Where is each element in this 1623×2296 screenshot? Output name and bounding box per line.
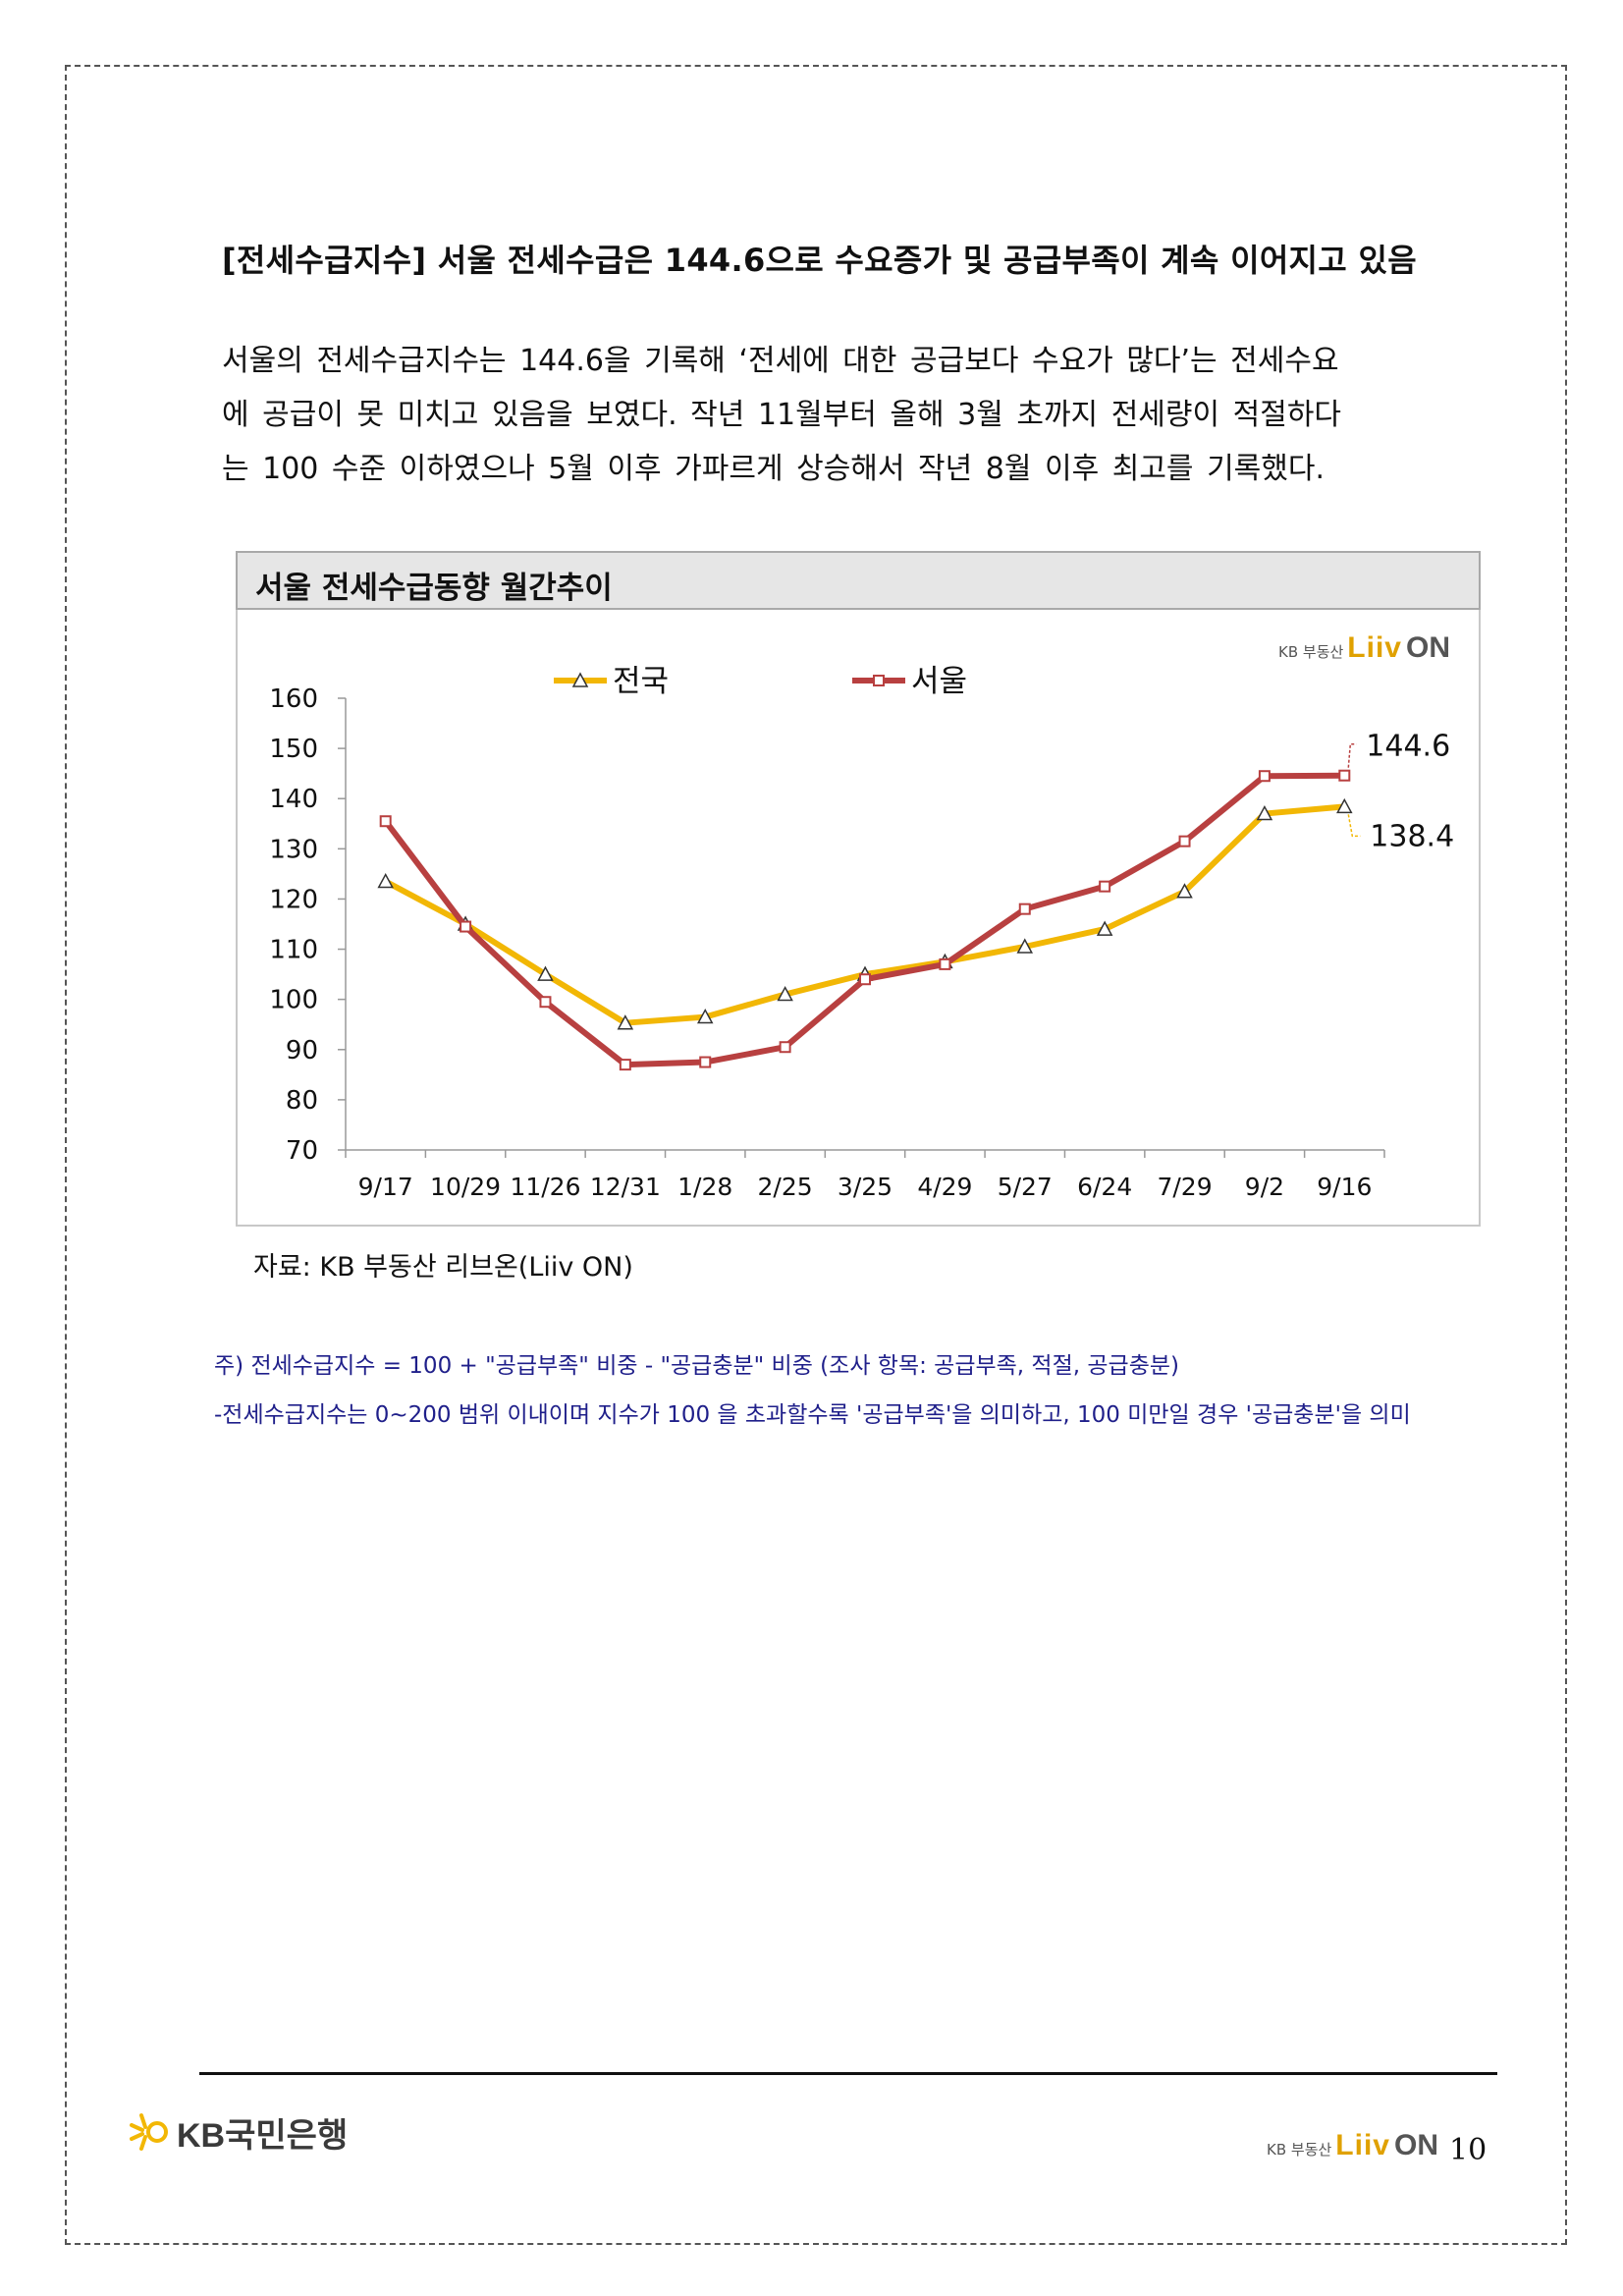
data-point-national — [1016, 938, 1034, 954]
chart-title: 서울 전세수급동향 월간추이 — [255, 571, 613, 606]
data-point-national — [1096, 920, 1113, 936]
y-tick-label: 70 — [286, 1136, 318, 1166]
headline: [전세수급지수] 서울 전세수급은 144.6으로 수요증가 및 공급부족이 계… — [222, 242, 1417, 279]
paragraph-line-1: 서울의 전세수급지수는 144.6을 기록해 ‘전세에 대한 공급보다 수요가 … — [222, 344, 1339, 378]
x-tick-label: 9/2 — [1245, 1173, 1284, 1201]
end-label-leader-seoul — [1347, 742, 1357, 768]
data-point-national — [1336, 797, 1353, 814]
chart-titlebar: 서울 전세수급동향 월간추이 — [236, 551, 1481, 610]
source-caption: 자료: KB 부동산 리브온(Liiv ON) — [253, 1252, 633, 1283]
x-tick-label: 4/29 — [917, 1173, 972, 1201]
data-point-seoul — [939, 957, 951, 970]
kb-star-icon — [130, 2113, 168, 2151]
data-point-national — [1256, 804, 1273, 821]
x-tick-label: 5/27 — [998, 1173, 1053, 1201]
x-tick-label: 9/16 — [1317, 1173, 1372, 1201]
footer-logo-word: Liiv — [1335, 2129, 1390, 2161]
x-tick-label: 7/29 — [1157, 1173, 1212, 1201]
chart-logo-word: Liiv — [1347, 631, 1402, 664]
chart-logo-small: KB 부동산 — [1278, 643, 1344, 661]
series-line-seoul — [383, 772, 1345, 1068]
legend-label: 전국 — [613, 664, 669, 699]
x-tick-label: 6/24 — [1077, 1173, 1132, 1201]
y-tick-label: 100 — [269, 986, 318, 1015]
y-tick-label: 130 — [269, 835, 318, 864]
data-point-national — [617, 1014, 634, 1030]
paragraph-line-3: 는 100 수준 이하였으나 5월 이후 가파르게 상승해서 작년 8월 이후 … — [222, 452, 1325, 486]
data-point-national — [377, 872, 394, 889]
y-tick-label: 150 — [269, 735, 318, 764]
footer-liiv-logo: KB 부동산 Liiv ON — [1267, 2129, 1438, 2162]
x-tick-label: 9/17 — [358, 1173, 413, 1201]
kb-bank-logo: KB국민은행 — [128, 2109, 348, 2155]
x-tick-label: 12/31 — [590, 1173, 661, 1201]
data-point-seoul — [619, 1059, 631, 1071]
bank-name: KB국민은행 — [177, 2116, 349, 2155]
data-point-seoul — [779, 1041, 791, 1054]
x-tick-label: 10/29 — [430, 1173, 501, 1201]
x-tick-label: 3/25 — [838, 1173, 893, 1201]
end-label-seoul: 144.6 — [1366, 730, 1450, 764]
legend-marker — [571, 672, 589, 687]
chart-liiv-logo: KB 부동산 Liiv ON — [1278, 631, 1450, 665]
data-point-seoul — [539, 996, 552, 1009]
x-tick-label: 11/26 — [510, 1173, 580, 1201]
summary-paragraph: 서울의 전세수급지수는 144.6을 기록해 ‘전세에 대한 공급보다 수요가 … — [222, 334, 1488, 496]
data-point-national — [696, 1008, 714, 1024]
data-point-seoul — [1178, 835, 1191, 847]
data-point-national — [537, 965, 554, 981]
footer-logo-on: ON — [1393, 2129, 1438, 2161]
y-tick-label: 90 — [286, 1036, 318, 1066]
data-point-national — [777, 985, 793, 1002]
paragraph-line-2: 에 공급이 못 미치고 있음을 보였다. 작년 11월부터 올해 3월 초까지 … — [222, 398, 1342, 432]
data-point-seoul — [1258, 770, 1271, 783]
data-point-seoul — [1018, 902, 1031, 915]
note-formula: 주) 전세수급지수 = 100 + "공급부족" 비중 - "공급충분" 비중 … — [214, 1353, 1179, 1379]
legend-label: 서울 — [911, 664, 967, 699]
end-label-national: 138.4 — [1370, 819, 1454, 853]
data-point-seoul — [1099, 880, 1111, 893]
line-chart: 160 150 140 130 120 110 100 90 80 70 9/17 10/29 11/2… — [269, 664, 1454, 1201]
chart-panel: 서울 전세수급동향 월간추이 160 150 140 130 120 110 100 90 80… — [236, 551, 1481, 1227]
y-tick-label: 120 — [269, 885, 318, 914]
data-point-national — [1176, 883, 1193, 899]
x-tick-label: 2/25 — [758, 1173, 813, 1201]
chart-logo-on: ON — [1405, 631, 1450, 664]
y-tick-label: 80 — [286, 1086, 318, 1116]
data-point-seoul — [460, 920, 472, 933]
data-point-seoul — [379, 815, 392, 828]
data-point-seoul — [699, 1056, 712, 1068]
data-point-seoul — [859, 973, 871, 986]
page-number: 10 — [1449, 2133, 1488, 2167]
page-frame — [65, 65, 1567, 2245]
end-label-leader-national — [1347, 814, 1361, 838]
note-range: -전세수급지수는 0~200 범위 이내이며 지수가 100 을 초과할수록 '… — [214, 1402, 1411, 1428]
data-point-seoul — [1338, 769, 1351, 782]
footer-logo-small: KB 부동산 — [1267, 2141, 1332, 2159]
y-tick-label: 110 — [269, 936, 318, 965]
y-tick-label: 160 — [269, 684, 318, 714]
x-tick-label: 1/28 — [677, 1173, 732, 1201]
y-tick-label: 140 — [269, 785, 318, 814]
footer-divider — [199, 2072, 1497, 2075]
legend-marker — [873, 675, 885, 686]
